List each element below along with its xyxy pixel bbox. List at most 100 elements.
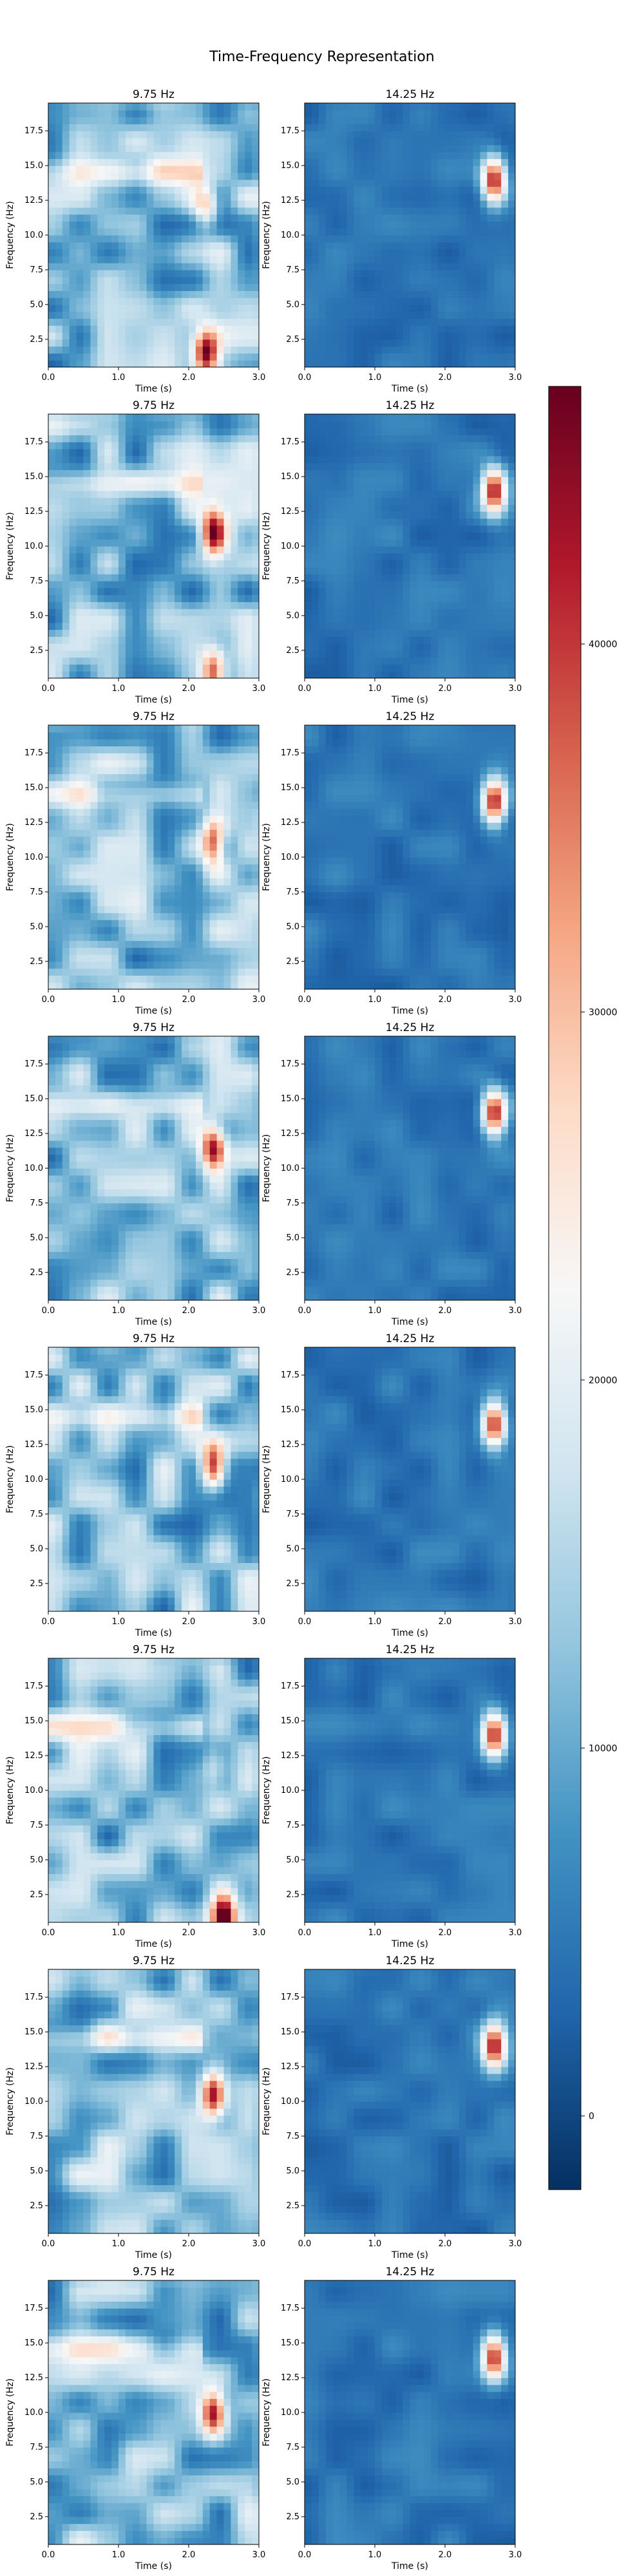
heatmap-cell: [410, 567, 417, 574]
heatmap-cell: [410, 615, 417, 623]
heatmap-cell: [417, 525, 424, 533]
heatmap-cell: [111, 166, 119, 173]
heatmap-cell: [451, 172, 460, 180]
heatmap-cell: [346, 124, 354, 131]
heatmap-cell: [417, 332, 424, 340]
heatmap-cell: [182, 339, 189, 347]
heatmap-cell: [175, 339, 182, 347]
heatmap-cell: [175, 421, 182, 429]
heatmap-cell: [223, 650, 231, 658]
heatmap-cell: [325, 414, 334, 422]
heatmap-cell: [325, 137, 334, 146]
heatmap-cell: [480, 124, 488, 131]
heatmap-cell: [424, 636, 431, 644]
heatmap-cell: [195, 539, 204, 547]
heatmap-cell: [132, 622, 140, 630]
heatmap-cell: [494, 228, 502, 236]
heatmap-cell: [487, 504, 495, 512]
heatmap-cell: [431, 144, 439, 153]
heatmap-cell: [368, 477, 375, 484]
heatmap-cell: [473, 560, 481, 567]
heatmap-cell: [487, 629, 495, 637]
heatmap-cell: [388, 546, 397, 554]
heatmap-cell: [175, 497, 182, 505]
heatmap-cell: [153, 553, 161, 561]
heatmap-cell: [55, 304, 63, 312]
heatmap-cell: [223, 144, 231, 153]
heatmap-cell: [202, 290, 211, 298]
heatmap-cell: [445, 353, 453, 361]
heatmap-cell: [361, 414, 368, 422]
heatmap-cell: [209, 539, 218, 547]
heatmap-cell: [160, 256, 168, 263]
heatmap-cell: [76, 525, 84, 533]
heatmap-cell: [354, 518, 361, 526]
heatmap-cell: [83, 193, 91, 201]
heatmap-cell: [132, 525, 140, 533]
heatmap-cell: [431, 477, 439, 484]
heatmap-cell: [69, 360, 77, 367]
heatmap-cell: [195, 511, 204, 519]
heatmap-cell: [76, 982, 84, 989]
heatmap-cell: [417, 428, 424, 435]
heatmap-cell: [354, 601, 361, 609]
heatmap-cell: [189, 311, 196, 319]
heatmap-cell: [48, 298, 56, 305]
heatmap-cell: [361, 601, 368, 609]
heatmap-cell: [153, 256, 161, 263]
heatmap-cell: [90, 172, 98, 180]
heatmap-cell: [459, 318, 467, 326]
heatmap-cell: [332, 483, 341, 491]
heatmap-cell: [311, 200, 319, 208]
heatmap-cell: [238, 609, 245, 616]
heatmap-cell: [160, 650, 168, 658]
heatmap-cell: [104, 920, 112, 927]
heatmap-cell: [83, 158, 91, 166]
heatmap-cell: [160, 318, 168, 326]
heatmap-cell: [252, 283, 259, 291]
heatmap-cell: [473, 511, 481, 519]
heatmap-cell: [451, 131, 460, 138]
heatmap-cell: [388, 249, 397, 256]
heatmap-cell: [62, 601, 70, 609]
heatmap-cell: [223, 448, 231, 457]
heatmap-cell: [175, 629, 182, 637]
heatmap-cell: [175, 636, 182, 644]
heatmap-cell: [160, 339, 168, 347]
heatmap-cell: [97, 269, 105, 278]
heatmap-cell: [368, 332, 375, 340]
heatmap-cell: [209, 525, 218, 533]
heatmap-cell: [445, 477, 453, 484]
heatmap-cell: [90, 360, 98, 367]
heatmap-cell: [424, 671, 431, 678]
heatmap-cell: [508, 553, 515, 561]
heatmap-cell: [90, 249, 98, 256]
heatmap-cell: [62, 186, 70, 194]
heatmap-cell: [62, 256, 70, 263]
heatmap-cell: [182, 144, 189, 153]
heatmap-cell: [90, 325, 98, 333]
heatmap-cell: [118, 172, 126, 180]
heatmap-cell: [508, 414, 515, 422]
heatmap-cell: [395, 346, 404, 354]
heatmap-cell: [118, 664, 126, 672]
heatmap-cell: [146, 346, 155, 354]
heatmap-cell: [381, 462, 390, 470]
heatmap-cell: [189, 353, 196, 361]
heatmap-cell: [69, 546, 77, 554]
heatmap-cell: [381, 518, 390, 526]
heatmap-cell: [125, 242, 133, 250]
heatmap-cell: [202, 414, 211, 422]
heatmap-cell: [104, 968, 112, 976]
heatmap-cell: [125, 214, 133, 222]
heatmap-cell: [76, 788, 84, 795]
heatmap-cell: [118, 574, 126, 582]
heatmap-cell: [466, 311, 474, 319]
heatmap-cell: [48, 421, 56, 429]
heatmap-cell: [410, 263, 417, 270]
heatmap-cell: [139, 560, 147, 567]
heatmap-cell: [395, 276, 404, 285]
heatmap-cell: [339, 574, 347, 582]
heatmap-cell: [175, 553, 182, 561]
heatmap-cell: [104, 172, 112, 180]
